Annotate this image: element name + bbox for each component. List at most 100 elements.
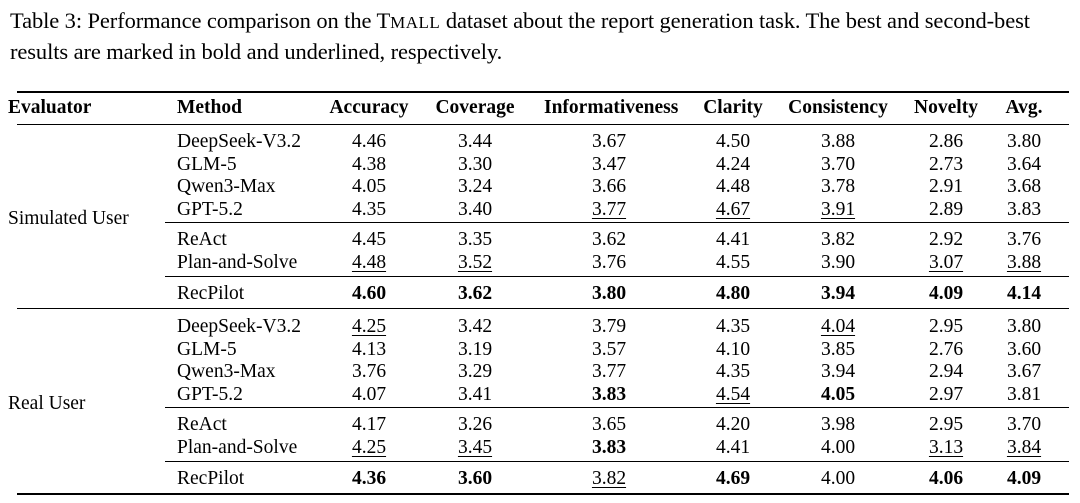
value-cell: 3.80 — [1006, 316, 1042, 337]
value-cell: 4.06 — [928, 467, 964, 489]
value-cell: 3.79 — [591, 316, 627, 337]
value-cell: 3.98 — [820, 414, 856, 436]
value-cell: 3.88 — [820, 131, 856, 152]
value-cell: 4.54 — [715, 383, 751, 405]
value-cell: 4.60 — [351, 282, 387, 304]
value-cell: 3.80 — [1006, 131, 1042, 152]
value-cell: 3.83 — [1006, 198, 1042, 220]
value-cell: 3.80 — [591, 282, 627, 304]
value-cell: 4.69 — [715, 467, 751, 489]
header-coverage: Coverage — [435, 97, 515, 118]
value-cell: 4.05 — [351, 176, 387, 198]
value-cell: 4.41 — [715, 229, 751, 251]
value-cell: 3.76 — [591, 252, 627, 273]
value-cell: 3.90 — [820, 252, 856, 273]
evaluator-label: Real User — [8, 393, 86, 414]
value-cell: 3.91 — [820, 198, 856, 220]
value-cell: 3.83 — [591, 437, 627, 458]
value-cell: 4.25 — [351, 316, 387, 337]
value-cell: 3.67 — [591, 131, 627, 152]
value-cell: 3.82 — [820, 229, 856, 251]
header-accuracy: Accuracy — [329, 97, 409, 118]
caption-lead: Table 3: Performance comparison on the — [10, 8, 377, 33]
header-informativeness: Informativeness — [544, 97, 679, 118]
value-cell: 3.47 — [591, 153, 627, 175]
value-cell: 4.50 — [715, 131, 751, 152]
value-cell: 2.89 — [928, 198, 964, 220]
value-cell: 3.66 — [591, 176, 627, 198]
method-cell: GLM-5 — [177, 338, 237, 360]
value-cell: 3.83 — [591, 383, 627, 405]
value-cell: 3.70 — [1006, 414, 1042, 436]
value-cell: 4.41 — [715, 437, 751, 458]
value-cell: 3.84 — [1006, 437, 1042, 458]
top-rule — [17, 91, 1069, 93]
value-cell: 3.76 — [1006, 229, 1042, 251]
value-cell: 3.60 — [1006, 338, 1042, 360]
value-cell: 2.91 — [928, 176, 964, 198]
value-cell: 3.52 — [457, 252, 493, 273]
value-cell: 3.94 — [820, 282, 856, 304]
caption-dataset-rest: MALL — [390, 13, 441, 32]
value-cell: 3.13 — [928, 437, 964, 458]
value-cell: 3.62 — [591, 229, 627, 251]
value-cell: 2.76 — [928, 338, 964, 360]
value-cell: 4.46 — [351, 131, 387, 152]
method-cell: DeepSeek-V3.2 — [177, 316, 301, 337]
value-cell: 3.57 — [591, 338, 627, 360]
value-cell: 4.14 — [1006, 282, 1042, 304]
value-cell: 3.67 — [1006, 361, 1042, 383]
block-rule-1-a — [165, 407, 1069, 409]
value-cell: 3.77 — [591, 198, 627, 220]
value-cell: 2.73 — [928, 153, 964, 175]
value-cell: 3.30 — [457, 153, 493, 175]
value-cell: 4.67 — [715, 198, 751, 220]
value-cell: 4.48 — [715, 176, 751, 198]
value-cell: 4.35 — [351, 198, 387, 220]
method-cell: ReAct — [177, 414, 227, 436]
value-cell: 4.00 — [820, 437, 856, 458]
value-cell: 4.25 — [351, 437, 387, 458]
value-cell: 3.44 — [457, 131, 493, 152]
value-cell: 3.88 — [1006, 252, 1042, 273]
value-cell: 4.55 — [715, 252, 751, 273]
block-rule-0-b — [165, 275, 1069, 277]
value-cell: 3.81 — [1006, 383, 1042, 405]
method-cell: Plan-and-Solve — [177, 252, 298, 273]
value-cell: 3.24 — [457, 176, 493, 198]
value-cell: 3.76 — [351, 361, 387, 383]
value-cell: 4.09 — [1006, 467, 1042, 489]
header-evaluator: Evaluator — [8, 97, 92, 118]
value-cell: 4.00 — [820, 467, 856, 489]
value-cell: 3.94 — [820, 361, 856, 383]
value-cell: 4.05 — [820, 383, 856, 405]
method-cell: GLM-5 — [177, 153, 237, 175]
value-cell: 4.35 — [715, 361, 751, 383]
value-cell: 3.77 — [591, 361, 627, 383]
header-rule — [17, 124, 1069, 125]
value-cell: 3.41 — [457, 383, 493, 405]
value-cell: 3.64 — [1006, 153, 1042, 175]
value-cell: 4.48 — [351, 252, 387, 273]
block-rule-1-b — [165, 460, 1069, 462]
table-caption: Table 3: Performance comparison on the T… — [10, 6, 1072, 66]
value-cell: 3.82 — [591, 467, 627, 489]
method-cell: RecPilot — [177, 282, 245, 304]
value-cell: 3.40 — [457, 198, 493, 220]
value-cell: 3.60 — [457, 467, 493, 489]
value-cell: 3.26 — [457, 414, 493, 436]
value-cell: 4.09 — [928, 282, 964, 304]
value-cell: 3.65 — [591, 414, 627, 436]
value-cell: 4.35 — [715, 316, 751, 337]
value-cell: 3.62 — [457, 282, 493, 304]
caption-dataset-initial: T — [376, 8, 391, 33]
value-cell: 4.38 — [351, 153, 387, 175]
header-avg: Avg. — [1005, 97, 1043, 118]
group-rule — [17, 308, 1069, 310]
value-cell: 4.24 — [715, 153, 751, 175]
value-cell: 3.35 — [457, 229, 493, 251]
value-cell: 2.94 — [928, 361, 964, 383]
value-cell: 2.95 — [928, 414, 964, 436]
value-cell: 4.36 — [351, 467, 387, 489]
value-cell: 3.19 — [457, 338, 493, 360]
